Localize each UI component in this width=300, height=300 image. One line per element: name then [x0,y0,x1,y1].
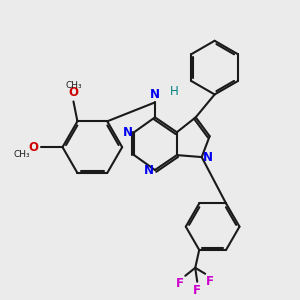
Text: F: F [206,275,214,288]
Text: N: N [203,151,213,164]
Text: CH₃: CH₃ [13,150,30,159]
Text: H: H [170,85,178,98]
Text: N: N [144,164,154,176]
Text: CH₃: CH₃ [65,82,82,91]
Text: O: O [68,86,78,99]
Text: N: N [150,88,160,101]
Text: F: F [193,284,201,297]
Text: F: F [176,277,184,290]
Text: O: O [29,141,39,154]
Text: N: N [123,126,133,139]
